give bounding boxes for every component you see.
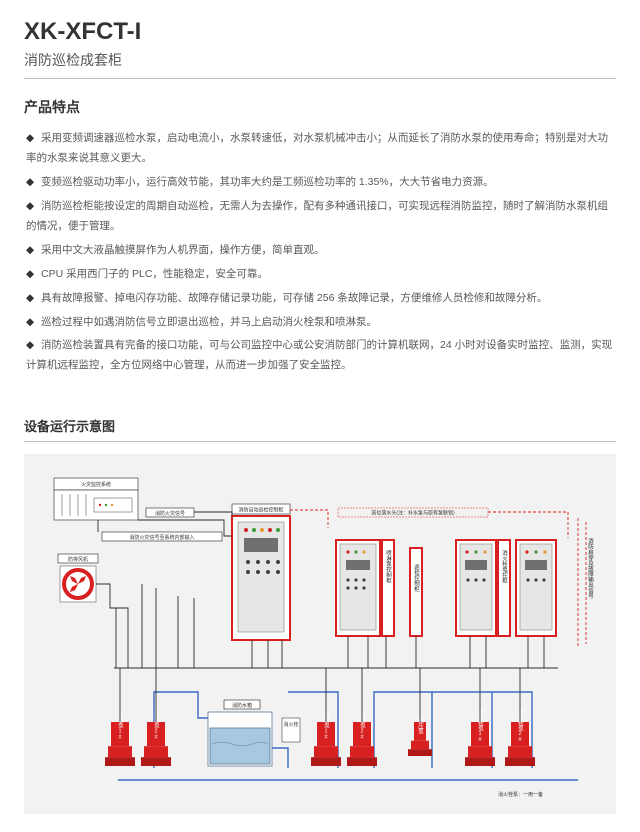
feature-item: ◆ 消防巡检柜能按设定的周期自动巡检，无需人为去操作，配有多种通讯接口，可实现远… <box>24 197 616 237</box>
control-side-label: 巡检控制柜 <box>413 563 420 593</box>
pump: 补水泵1# <box>105 668 135 766</box>
bullet-icon: ◆ <box>26 313 34 333</box>
pump: 稳压泵 <box>408 668 432 756</box>
config-note: 消火栓泵：一用一备 <box>498 791 543 798</box>
wires-mid2 <box>348 636 416 668</box>
fire-signal-label: 消防火灾信号 <box>155 510 185 517</box>
pipe-main <box>272 692 532 768</box>
alarm-system-label: 火灾监控系统 <box>81 481 111 488</box>
bullet-icon: ◆ <box>26 265 34 285</box>
bullet-icon: ◆ <box>26 241 34 261</box>
red-vertical <box>578 518 586 648</box>
product-code: XK-XFCT-I <box>24 18 616 46</box>
bullet-icon: ◆ <box>26 173 34 193</box>
hydrant-small-label: 消火栓 <box>283 721 298 728</box>
system-diagram: 火灾监控系统 消防火灾信号 消防火灾信号至系统内部输入 防排风机 消防自动巡检控… <box>38 468 602 800</box>
product-name: 消防巡检成套柜 <box>24 50 616 79</box>
fan-label: 防排风机 <box>68 556 88 563</box>
bullet-icon: ◆ <box>26 129 34 149</box>
feature-item: ◆ 采用变频调速器巡检水泵，启动电流小，水泵转速低，对水泵机械冲击小；从而延长了… <box>24 129 616 169</box>
bullet-icon: ◆ <box>26 197 34 217</box>
feature-item: ◆ 巡检过程中如遇消防信号立即退出巡检，并马上启动消火栓泵和喷淋泵。 <box>24 313 616 333</box>
features-title: 产品特点 <box>24 97 616 117</box>
hydrant-cabinet-1 <box>456 540 496 636</box>
hydrant-cabinet-2 <box>516 540 556 636</box>
fire-signal-plc-label: 消防火灾信号至系统内部输入 <box>129 534 194 541</box>
hydrant-cab-label: 消火栓电控柜 <box>501 549 508 585</box>
bullet-icon: ◆ <box>26 336 34 356</box>
wires-right <box>470 636 544 668</box>
pump: 消火栓泵2# <box>505 668 535 766</box>
wires-left <box>96 584 194 668</box>
pump: 喷淋泵1# <box>311 668 341 766</box>
diagram-title: 设备运行示意图 <box>24 416 616 442</box>
tank-note: 高位落水头(注：补水泵与原有泵联锁) <box>371 510 455 517</box>
pump: 消火栓泵1# <box>465 668 495 766</box>
diagram-container: 火灾监控系统 消防火灾信号 消防火灾信号至系统内部输入 防排风机 消防自动巡检控… <box>24 454 616 814</box>
spray-cabinet <box>336 540 380 636</box>
feature-item: ◆ 采用中文大液晶触摸屏作为人机界面，操作方便，简单直观。 <box>24 241 616 261</box>
feature-item: ◆ 变频巡检驱动功率小，运行高效节能，其功率大约是工频巡检功率的 1.35%，大… <box>24 173 616 193</box>
bullet-icon: ◆ <box>26 289 34 309</box>
pump: 补水泵2# <box>141 668 171 766</box>
wires-mid1 <box>252 640 282 668</box>
svg-text:消防自动巡检控制柜: 消防自动巡检控制柜 <box>238 507 283 514</box>
inspection-cabinet: 消防自动巡检控制柜 <box>232 504 290 640</box>
feature-item: ◆ 具有故障报警、掉电闪存功能、故障存储记录功能，可存储 256 条故障记录，方… <box>24 289 616 309</box>
tank-label: 消防水箱 <box>232 702 252 709</box>
feature-item: ◆ CPU 采用西门子的 PLC，性能稳定，安全可靠。 <box>24 265 616 285</box>
pumps-group: 补水泵1#补水泵2# 喷淋泵1#喷淋泵2# 稳压泵 消火栓泵1# 消火栓泵2# <box>105 668 535 766</box>
spray-cabinet-label: 喷淋泵控制柜 <box>385 549 392 585</box>
pump: 喷淋泵2# <box>347 668 377 766</box>
feature-item: ◆ 消防巡检装置具有完备的接口功能，可与公司监控中心或公安消防部门的计算机联网，… <box>24 336 616 376</box>
output-note: 消防启停及故障输出信号 <box>587 537 594 600</box>
control-side-cabinet <box>410 548 422 636</box>
features-list: ◆ 采用变频调速器巡检水泵，启动电流小，水泵转速低，对水泵机械冲击小；从而延长了… <box>24 129 616 376</box>
